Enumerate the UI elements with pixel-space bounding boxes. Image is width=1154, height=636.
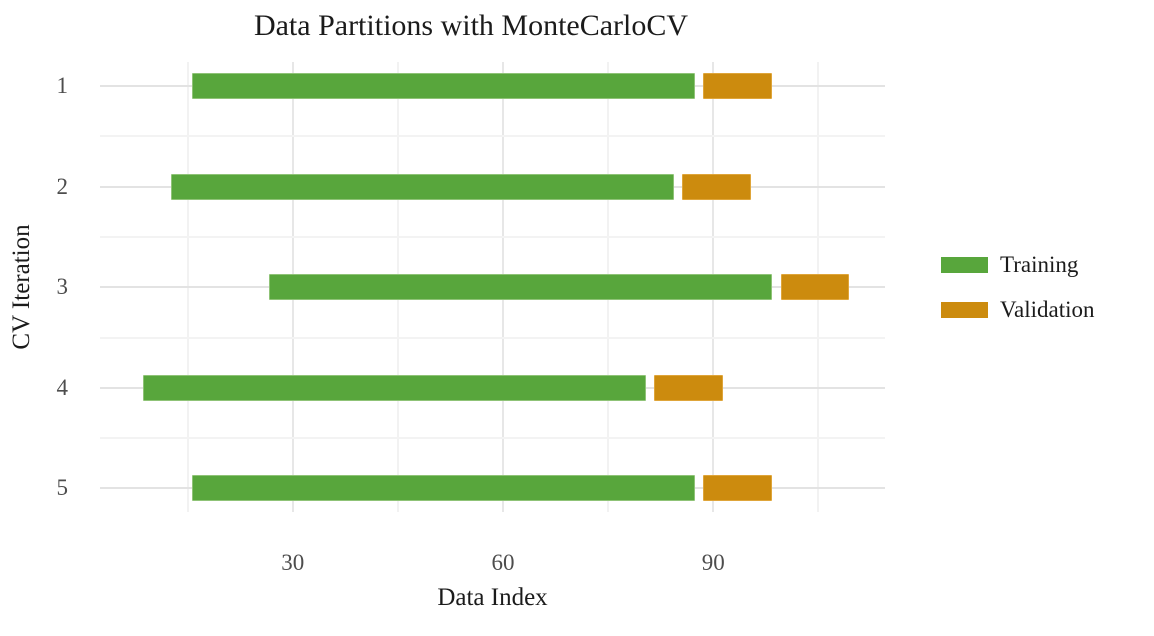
gridline-y-minor-3 — [100, 336, 885, 339]
legend: Training Validation — [941, 252, 1095, 323]
training-bar-4 — [142, 374, 646, 401]
x-axis-title: Data Index — [437, 584, 548, 611]
legend-swatch-validation-icon — [941, 302, 988, 318]
legend-swatch-training-icon — [941, 257, 988, 273]
y-tick-label-2: 2 — [56, 173, 69, 199]
y-tick-label-1: 1 — [56, 73, 69, 98]
legend-label-training: Training — [1000, 252, 1079, 277]
validation-bar-2 — [682, 173, 752, 200]
x-tick-label-60: 60 — [491, 550, 515, 575]
legend-item-validation: Validation — [941, 297, 1095, 323]
training-bar-3 — [268, 274, 773, 301]
legend-item-training: Training — [941, 252, 1095, 278]
plot-area — [100, 62, 885, 512]
validation-bar-5 — [703, 475, 773, 502]
gridline-y-minor-2 — [100, 235, 885, 238]
validation-bar-3 — [780, 274, 850, 301]
training-bar-2 — [170, 173, 675, 200]
validation-bar-4 — [654, 374, 724, 401]
x-tick-label-30: 30 — [281, 550, 305, 575]
validation-bar-1 — [703, 73, 773, 99]
training-bar-5 — [191, 475, 696, 502]
gridline-y-minor-4 — [100, 437, 885, 440]
y-tick-label-3: 3 — [56, 274, 69, 300]
y-tick-label-5: 5 — [56, 475, 69, 501]
training-bar-1 — [191, 73, 696, 99]
x-tick-label-90: 90 — [701, 550, 725, 575]
gridline-y-minor-1 — [100, 135, 885, 138]
legend-label-validation: Validation — [1000, 297, 1095, 322]
chart-title: Data Partitions with MonteCarloCV — [253, 9, 689, 42]
y-tick-label-4: 4 — [56, 374, 69, 400]
